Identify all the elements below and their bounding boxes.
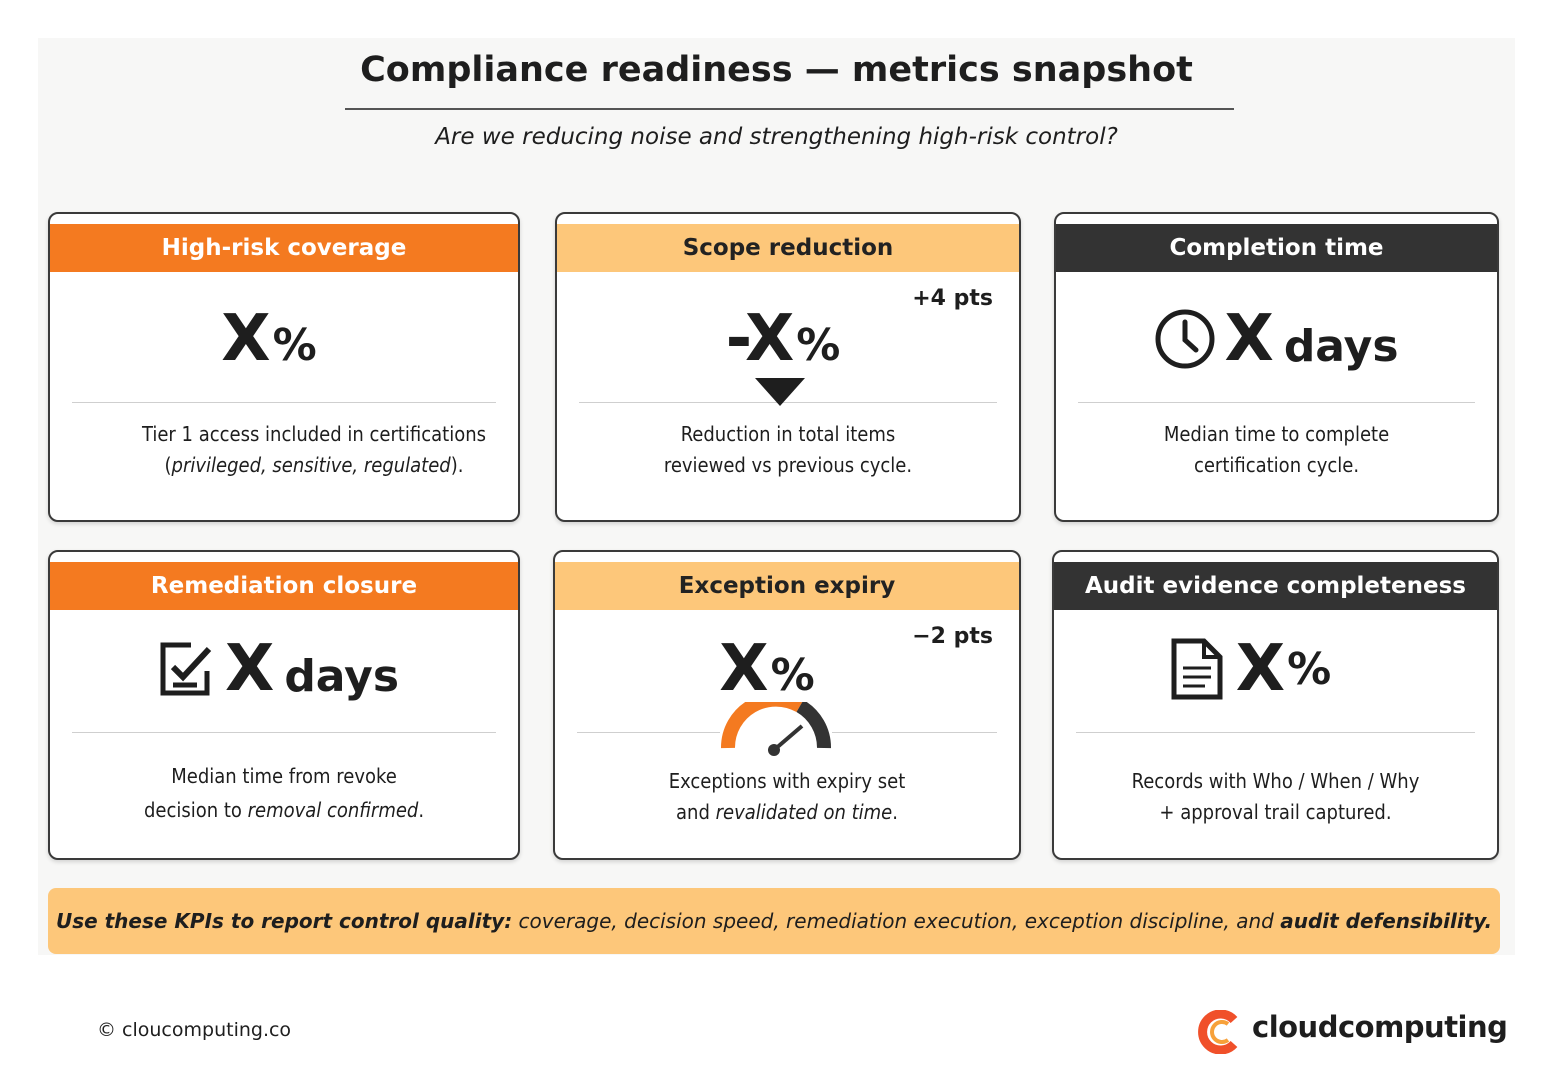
- metric-card: Exception expiry −2 pts X% Exceptions wi…: [553, 550, 1021, 860]
- divider: [1078, 402, 1475, 403]
- metric-value: X%: [555, 632, 1019, 706]
- description: Tier 1 access included in certifications…: [110, 419, 518, 481]
- text: (: [164, 453, 172, 477]
- brand-name: cloudcomputing: [1252, 1010, 1508, 1044]
- gauge-icon: [720, 702, 832, 762]
- line: Tier 1 access included in certifications: [110, 419, 518, 450]
- description: Records with Who / When / Why + approval…: [1054, 766, 1497, 828]
- text: Median time from revoke: [171, 764, 397, 788]
- card-header: Audit evidence completeness: [1054, 562, 1497, 610]
- metric-value: X%: [50, 302, 518, 376]
- text: revalidated on time: [715, 800, 893, 824]
- unit: %: [770, 650, 815, 701]
- divider: [72, 402, 496, 403]
- subtitle: Are we reducing noise and strengthening …: [435, 124, 1118, 150]
- value: -X: [725, 302, 795, 376]
- description: Median time to complete certification cy…: [1056, 419, 1497, 481]
- line: reviewed vs previous cycle.: [557, 450, 1019, 481]
- banner-lead: Use these KPIs to report control quality…: [55, 909, 513, 933]
- unit: %: [272, 320, 317, 371]
- value: X: [221, 302, 270, 376]
- delta: −2 pts: [912, 624, 993, 649]
- card-header: Exception expiry: [555, 562, 1019, 610]
- text: reviewed vs previous cycle.: [663, 453, 913, 477]
- line: decision to removal confirmed.: [50, 793, 518, 827]
- text: Tier 1 access included in certifications: [141, 422, 487, 446]
- text: privileged, sensitive, regulated: [171, 453, 451, 477]
- line: Records with Who / When / Why: [1054, 766, 1497, 797]
- line: Median time from revoke: [50, 759, 518, 793]
- card-header: Remediation closure: [50, 562, 518, 610]
- line: (privileged, sensitive, regulated).: [110, 450, 518, 481]
- line: Median time to complete: [1056, 419, 1497, 450]
- text: + approval trail captured.: [1159, 800, 1392, 824]
- title: Compliance readiness — metrics snapshot: [360, 50, 1193, 90]
- text: Reduction in total items: [680, 422, 896, 446]
- text: .: [892, 800, 898, 824]
- unit: %: [1287, 643, 1332, 695]
- value: X: [224, 632, 274, 706]
- description: Median time from revoke decision to remo…: [50, 759, 518, 827]
- brand-logo: [1198, 1010, 1238, 1054]
- description: Exceptions with expiry set and revalidat…: [555, 766, 1019, 828]
- card-header: High-risk coverage: [50, 224, 518, 272]
- divider: [72, 732, 496, 733]
- text: and: [676, 800, 716, 824]
- divider: [1076, 732, 1475, 733]
- check-icon: [160, 642, 212, 696]
- document-icon: [1171, 638, 1223, 700]
- line: and revalidated on time.: [555, 797, 1019, 828]
- metric-value: -X%: [557, 302, 1019, 376]
- description: Reduction in total items reviewed vs pre…: [557, 419, 1019, 481]
- metric-card: Audit evidence completeness X% Records w…: [1052, 550, 1499, 860]
- value: X: [1235, 632, 1285, 706]
- card-header: Completion time: [1056, 224, 1497, 272]
- line: certification cycle.: [1056, 450, 1497, 481]
- card-header: Scope reduction: [557, 224, 1019, 272]
- unit: %: [796, 320, 841, 371]
- text: Records with Who / When / Why: [1131, 769, 1420, 793]
- metric-value: X%: [1054, 632, 1497, 706]
- unit: days: [1283, 320, 1399, 372]
- value: X: [1224, 302, 1273, 376]
- unit: days: [284, 650, 400, 702]
- text: decision to: [143, 798, 248, 822]
- text: Median time to complete: [1163, 422, 1390, 446]
- metric-card: High-risk coverage X% Tier 1 access incl…: [48, 212, 520, 522]
- banner-end: audit defensibility.: [1280, 909, 1493, 933]
- text: .: [418, 798, 425, 822]
- line: + approval trail captured.: [1054, 797, 1497, 828]
- banner-text: coverage, decision speed, remediation ex…: [512, 909, 1281, 933]
- line: Reduction in total items: [557, 419, 1019, 450]
- line: Exceptions with expiry set: [555, 766, 1019, 797]
- clock-icon: [1155, 309, 1215, 369]
- title-rule: [345, 108, 1234, 110]
- copyright: © cloucomputing.co: [97, 1019, 292, 1041]
- text: ).: [450, 453, 464, 477]
- banner: Use these KPIs to report control quality…: [48, 888, 1500, 954]
- text: removal confirmed: [247, 798, 419, 822]
- down-arrow: [755, 378, 805, 406]
- metric-card: Scope reduction +4 pts -X% Reduction in …: [555, 212, 1021, 522]
- delta: +4 pts: [912, 286, 993, 311]
- value: X: [719, 632, 768, 706]
- text: certification cycle.: [1193, 453, 1360, 477]
- divider: [579, 402, 997, 403]
- text: Exceptions with expiry set: [668, 769, 906, 793]
